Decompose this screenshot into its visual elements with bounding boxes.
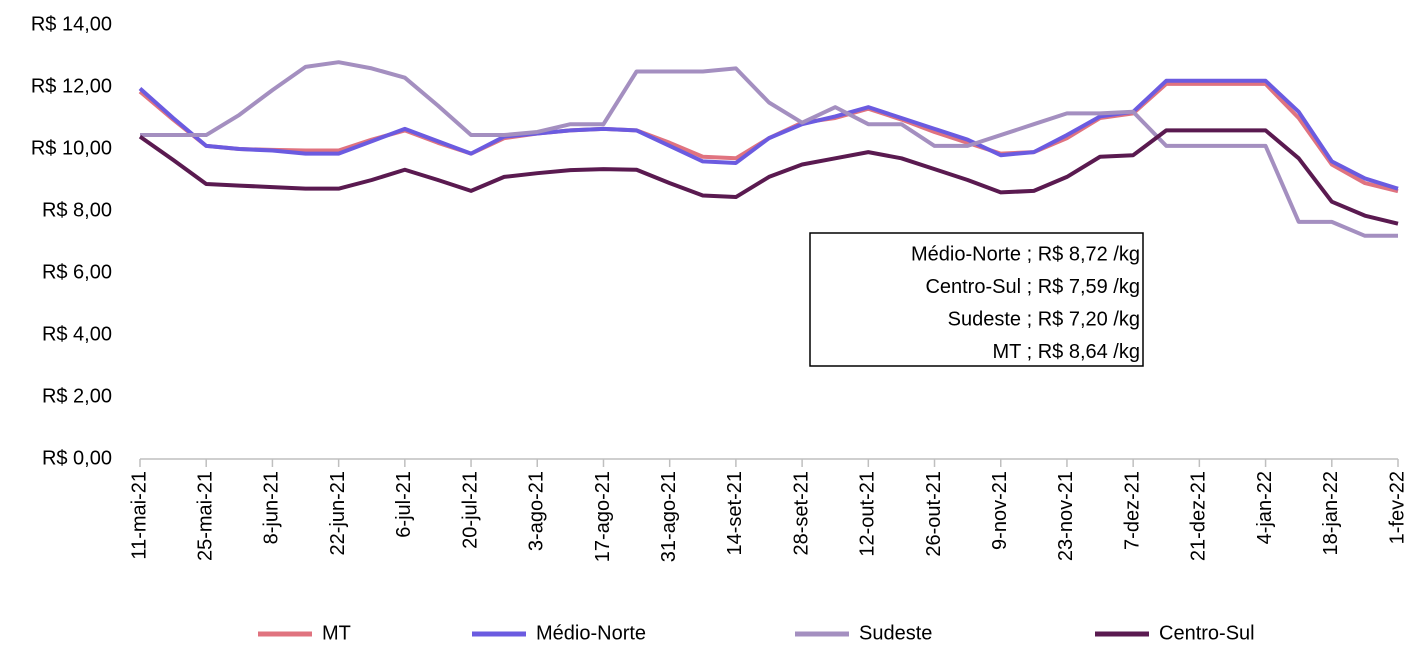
x-tick-label: 8-jun-21 xyxy=(261,471,283,544)
x-tick-label: 20-jul-21 xyxy=(459,471,481,549)
y-tick-label: R$ 0,00 xyxy=(42,447,112,469)
legend-label: Sudeste xyxy=(859,622,932,644)
x-tick-label: 21-dez-21 xyxy=(1188,471,1210,561)
annotation: MT ; R$ 8,64 /kg xyxy=(993,341,1140,363)
x-tick-label: 17-ago-21 xyxy=(592,471,614,562)
annotation-box xyxy=(809,232,1144,367)
x-tick-label: 14-set-21 xyxy=(724,471,746,556)
y-tick-label: R$ 4,00 xyxy=(42,323,112,345)
x-tick-label: 3-ago-21 xyxy=(526,471,548,551)
x-tick-label: 11-mai-21 xyxy=(128,471,150,560)
series-line xyxy=(138,78,1399,191)
annotation: Médio-Norte ; R$ 8,72 /kg xyxy=(911,243,1140,265)
annotation: Sudeste ; R$ 7,20 /kg xyxy=(948,308,1140,330)
series-line xyxy=(140,60,1398,238)
legend-label: Centro-Sul xyxy=(1159,622,1255,644)
y-tick-label: R$ 10,00 xyxy=(31,137,112,159)
x-tick-label: 7-dez-21 xyxy=(1121,471,1143,550)
x-tick-label: 12-out-21 xyxy=(857,471,879,557)
y-tick-label: R$ 8,00 xyxy=(42,199,112,221)
y-tick-label: R$ 12,00 xyxy=(31,75,112,97)
y-tick-label: R$ 14,00 xyxy=(31,13,112,35)
x-tick-label: 31-ago-21 xyxy=(658,471,680,562)
x-tick-label: 9-nov-21 xyxy=(989,471,1011,550)
y-tick-label: R$ 2,00 xyxy=(42,385,112,407)
x-tick-label: 26-out-21 xyxy=(923,471,945,557)
series-line xyxy=(138,128,1399,226)
x-tick-label: 22-jun-21 xyxy=(327,471,349,556)
y-tick-label: R$ 6,00 xyxy=(42,261,112,283)
x-tick-label: 6-jul-21 xyxy=(393,471,415,538)
x-tick-label: 4-jan-22 xyxy=(1254,471,1276,544)
annotation: Centro-Sul ; R$ 7,59 /kg xyxy=(925,276,1140,298)
x-tick-label: 28-set-21 xyxy=(790,471,812,556)
x-tick-label: 1-fev-22 xyxy=(1386,471,1408,544)
x-tick-label: 18-jan-22 xyxy=(1320,471,1342,556)
x-tick-label: 23-nov-21 xyxy=(1055,471,1077,561)
legend-label: Médio-Norte xyxy=(536,622,646,644)
x-tick-label: 25-mai-21 xyxy=(194,471,216,561)
legend-label: MT xyxy=(322,622,351,644)
